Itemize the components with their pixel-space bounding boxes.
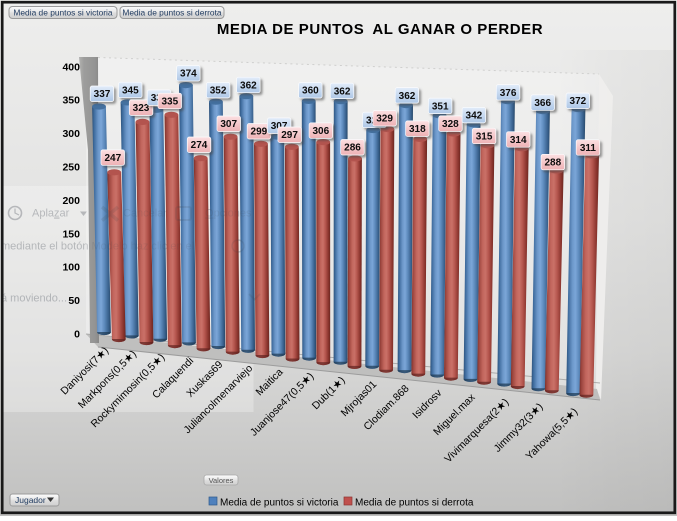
svg-text:318: 318: [409, 124, 426, 135]
svg-text:362: 362: [240, 80, 257, 91]
svg-text:400: 400: [62, 61, 80, 73]
svg-text:Aplazar: Aplazar: [32, 208, 70, 220]
svg-text:250: 250: [62, 162, 80, 174]
svg-text:350: 350: [62, 95, 80, 107]
svg-text:á moviendo...: á moviendo...: [1, 293, 67, 305]
svg-text:307: 307: [220, 119, 237, 130]
svg-text:MEDIA DE PUNTOS AL GANAR O PER: MEDIA DE PUNTOS AL GANAR O PERDER: [217, 21, 543, 38]
svg-text:328: 328: [442, 119, 459, 130]
svg-text:362: 362: [399, 91, 416, 102]
svg-text:286: 286: [344, 143, 361, 154]
svg-text:Media de puntos si derrota: Media de puntos si derrota: [355, 498, 474, 509]
svg-text:297: 297: [281, 130, 298, 141]
svg-text:200: 200: [62, 195, 80, 207]
svg-text:50: 50: [68, 295, 80, 307]
svg-text:Valores: Valores: [209, 476, 234, 485]
svg-text:323: 323: [133, 103, 150, 114]
svg-text:352: 352: [210, 86, 227, 97]
svg-text:Cancelar: Cancelar: [123, 208, 167, 220]
svg-text:288: 288: [544, 158, 561, 169]
svg-text:372: 372: [570, 96, 587, 107]
svg-text:374: 374: [180, 69, 197, 80]
svg-text:366: 366: [534, 98, 551, 109]
svg-text:Media de puntos si victoria: Media de puntos si victoria: [13, 8, 112, 18]
svg-text:mediante el botón Modelo haz c: mediante el botón Modelo haz clic en el: [1, 241, 194, 253]
svg-text:337: 337: [94, 89, 111, 100]
svg-text:300: 300: [62, 128, 80, 140]
svg-text:0: 0: [74, 329, 80, 341]
svg-text:274: 274: [191, 140, 208, 151]
svg-text:335: 335: [161, 96, 178, 107]
svg-text:150: 150: [62, 228, 80, 240]
svg-text:307: 307: [271, 121, 288, 132]
svg-text:362: 362: [334, 86, 351, 97]
svg-text:315: 315: [476, 131, 493, 142]
svg-text:á moviendo...: á moviendo...: [1, 293, 67, 305]
svg-text:Aplazar: Aplazar: [32, 208, 70, 220]
svg-text:345: 345: [122, 85, 139, 96]
svg-text:299: 299: [251, 127, 268, 138]
svg-text:360: 360: [302, 86, 319, 97]
svg-text:342: 342: [466, 111, 483, 122]
svg-text:306: 306: [312, 126, 329, 137]
svg-text:376: 376: [500, 88, 517, 99]
svg-text:100: 100: [62, 262, 80, 274]
svg-text:351: 351: [432, 101, 449, 112]
svg-text:Opciones: Opciones: [205, 208, 252, 220]
svg-text:311: 311: [580, 143, 597, 154]
svg-text:Media de puntos si derrota: Media de puntos si derrota: [122, 8, 222, 18]
svg-text:Jugador: Jugador: [15, 495, 46, 505]
svg-text:329: 329: [376, 114, 393, 125]
svg-text:314: 314: [510, 135, 527, 146]
svg-text:247: 247: [104, 153, 121, 164]
svg-text:Media de puntos si victoria: Media de puntos si victoria: [220, 498, 339, 509]
